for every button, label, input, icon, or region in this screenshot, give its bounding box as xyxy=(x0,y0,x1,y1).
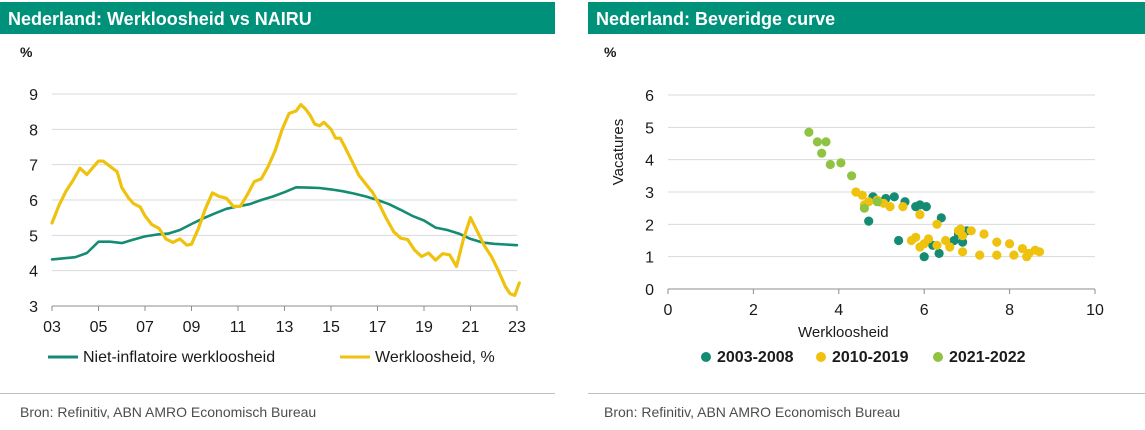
x-tick-label: 6 xyxy=(920,302,929,319)
scatter-point xyxy=(1009,250,1019,260)
scatter-point xyxy=(921,202,931,212)
y-axis-title: Vacatures xyxy=(610,119,627,185)
y-tick-label: 2 xyxy=(645,217,654,234)
scatter-point xyxy=(992,250,1002,260)
legend-label: 2010-2019 xyxy=(832,349,909,366)
legend-label: Werkloosheid, % xyxy=(375,349,495,366)
scatter-point xyxy=(817,148,827,158)
scatter-point xyxy=(872,197,882,207)
scatter-point xyxy=(958,237,968,247)
legend-swatch xyxy=(816,352,826,362)
y-tick-label: 3 xyxy=(645,185,654,202)
unemployment-line-chart: 3 4 5 6 7 8 9 03 05 07 09 11 13 15 17 19 21 23 Niet-inflat… xyxy=(29,87,526,366)
scatter-point xyxy=(898,202,908,212)
scatter-point xyxy=(923,234,934,244)
legend-swatch xyxy=(933,352,943,362)
legend-label: Niet-inflatoire werkloosheid xyxy=(83,349,275,366)
scatter-point xyxy=(934,248,944,258)
scatter-point xyxy=(812,137,822,147)
scatter-point xyxy=(804,127,814,137)
scatter-point xyxy=(836,158,846,168)
y-tick-label: 5 xyxy=(645,120,654,137)
legend-swatch xyxy=(701,352,711,362)
scatter-point xyxy=(915,210,925,220)
x-tick-label: 11 xyxy=(230,319,247,336)
right-panel: Nederland: Beveridge curve % Bron: Refin… xyxy=(588,0,1145,430)
x-tick-label: 4 xyxy=(834,302,843,319)
scatter-point xyxy=(857,190,867,200)
y-tick-label: 4 xyxy=(29,264,38,281)
scatter-point xyxy=(958,247,968,257)
right-divider xyxy=(588,393,1145,394)
scatter-point xyxy=(894,235,904,246)
x-tick-label: 2 xyxy=(749,302,758,319)
y-tick-label: 7 xyxy=(29,158,38,175)
legend-label: 2003-2008 xyxy=(717,349,794,366)
scatter-point xyxy=(932,219,942,229)
scatter-point xyxy=(941,235,951,246)
scatter-point xyxy=(859,203,869,213)
x-tick-label: 23 xyxy=(508,319,526,336)
x-tick-label: 0 xyxy=(664,302,673,319)
scatter-point xyxy=(992,237,1002,247)
scatter-point xyxy=(825,159,835,170)
scatter-point xyxy=(955,224,966,234)
scatter-point xyxy=(889,192,899,202)
beveridge-scatter-chart: 0 1 2 3 4 5 6 0 2 4 6 8 10 Werkloosheid Vacatures 2003-… xyxy=(610,88,1104,366)
scatter-point xyxy=(919,252,929,262)
scatter-point xyxy=(966,226,976,236)
x-tick-label: 10 xyxy=(1086,302,1104,319)
y-tick-label: 6 xyxy=(29,193,38,210)
x-axis-title: Werkloosheid xyxy=(798,324,889,341)
right-chart-title: Nederland: Beveridge curve xyxy=(588,2,1145,34)
scatter-point xyxy=(847,171,857,181)
x-tick-label: 07 xyxy=(136,319,154,336)
x-tick-label: 05 xyxy=(90,319,108,336)
x-tick-label: 15 xyxy=(322,319,340,336)
x-tick-label: 13 xyxy=(276,319,294,336)
left-panel: Nederland: Werkloosheid vs NAIRU % Bron:… xyxy=(0,0,555,430)
scatter-point xyxy=(1034,247,1045,257)
legend-label: 2021-2022 xyxy=(949,349,1026,366)
scatter-point xyxy=(864,197,874,207)
x-tick-label: 17 xyxy=(369,319,387,336)
scatter-point xyxy=(864,216,874,226)
x-tick-label: 21 xyxy=(462,319,480,336)
scatter-point xyxy=(945,242,955,252)
y-tick-label: 4 xyxy=(645,153,654,170)
y-tick-label: 0 xyxy=(645,282,654,299)
x-tick-label: 09 xyxy=(183,319,201,336)
x-tick-label: 8 xyxy=(1005,302,1014,319)
scatter-point xyxy=(1005,239,1015,249)
scatter-point xyxy=(932,240,942,250)
right-source: Bron: Refinitiv, ABN AMRO Economisch Bur… xyxy=(604,404,901,420)
left-chart-title: Nederland: Werkloosheid vs NAIRU xyxy=(0,2,555,34)
left-divider xyxy=(0,393,555,394)
scatter-point xyxy=(1024,248,1034,258)
scatter-point xyxy=(975,250,985,260)
right-unit-label: % xyxy=(604,44,617,60)
left-unit-label: % xyxy=(20,44,33,60)
y-tick-label: 6 xyxy=(645,88,654,105)
scatter-point xyxy=(821,137,831,147)
y-tick-label: 3 xyxy=(29,299,38,316)
x-tick-label: 03 xyxy=(43,319,61,336)
left-source: Bron: Refinitiv, ABN AMRO Economisch Bur… xyxy=(20,404,317,420)
y-tick-label: 8 xyxy=(29,122,38,139)
x-tick-label: 19 xyxy=(415,319,433,336)
y-tick-label: 9 xyxy=(29,87,38,104)
y-tick-label: 1 xyxy=(645,250,654,267)
y-tick-label: 5 xyxy=(29,228,38,245)
scatter-point xyxy=(1017,244,1027,254)
series-line-nairu xyxy=(50,186,519,261)
series-line-unemployment xyxy=(50,103,521,297)
scatter-point xyxy=(906,235,916,246)
scatter-point xyxy=(979,229,989,239)
scatter-point xyxy=(915,242,925,252)
